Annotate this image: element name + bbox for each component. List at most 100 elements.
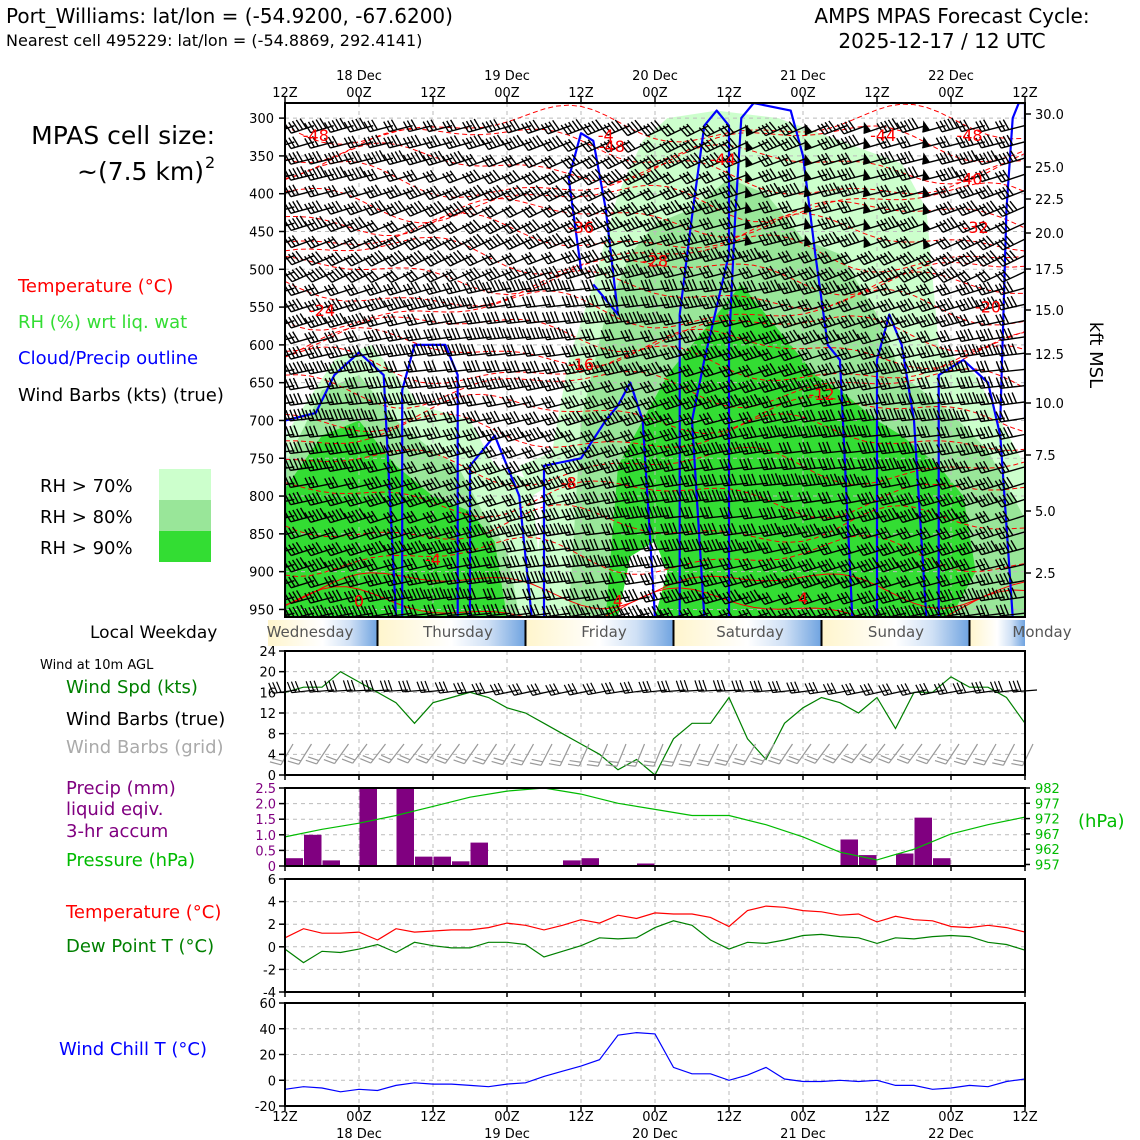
barb-feather bbox=[666, 187, 675, 198]
barb-feather bbox=[615, 263, 623, 275]
barb-feather bbox=[718, 203, 726, 214]
barb-feather bbox=[749, 248, 757, 260]
barb-feather bbox=[544, 157, 553, 167]
barb-feather bbox=[307, 284, 316, 295]
barb-feather bbox=[623, 173, 632, 184]
barb-feather bbox=[828, 135, 837, 147]
wind-barb bbox=[679, 278, 709, 293]
barb-feather bbox=[939, 255, 948, 265]
barb-feather bbox=[311, 184, 319, 196]
barb-feather bbox=[955, 223, 964, 234]
barb-feather bbox=[427, 393, 433, 405]
barb-feather bbox=[335, 217, 343, 228]
barb-feather bbox=[646, 187, 656, 198]
barb-feather bbox=[781, 268, 789, 279]
wind-barb bbox=[324, 166, 354, 182]
barb-feather bbox=[347, 136, 355, 148]
barb-feather bbox=[852, 182, 860, 193]
barb-feather bbox=[374, 297, 382, 309]
barb-feather bbox=[486, 378, 493, 390]
barb-feather bbox=[481, 224, 491, 235]
barb-feather bbox=[726, 280, 733, 292]
cross-section-panel: -48-48-4-44-44 -48-40-36 -32-28-24 -20-16-1… bbox=[249, 69, 1064, 618]
barb-feather bbox=[307, 121, 316, 132]
barb-feather bbox=[765, 154, 774, 165]
barb-feather bbox=[560, 238, 569, 249]
barb-feather bbox=[903, 283, 912, 294]
legend-cloud: Cloud/Precip outline bbox=[18, 348, 198, 369]
barb-feather bbox=[758, 252, 766, 263]
barb-feather bbox=[347, 284, 355, 295]
barb-feather bbox=[528, 267, 537, 278]
barb-feather bbox=[430, 297, 438, 309]
barb-feather bbox=[501, 240, 510, 250]
barb-feather bbox=[319, 166, 327, 177]
barb-feather bbox=[382, 257, 392, 267]
barb-feather bbox=[402, 189, 411, 200]
barb-feather bbox=[662, 173, 672, 183]
barb-feather bbox=[666, 155, 675, 166]
wind-barb bbox=[836, 231, 867, 248]
barb-feather bbox=[820, 138, 829, 149]
barb-feather bbox=[619, 126, 629, 137]
barb-feather bbox=[817, 301, 825, 312]
barb-feather bbox=[274, 409, 278, 420]
barb-feather bbox=[274, 425, 278, 436]
barb-feather bbox=[492, 235, 501, 245]
barb-feather bbox=[958, 271, 968, 282]
barb-feather bbox=[757, 156, 766, 167]
barb-feather bbox=[308, 136, 316, 148]
wind-barb-pennant bbox=[862, 152, 887, 166]
wind-barb bbox=[975, 119, 1005, 133]
barb-pennant bbox=[922, 152, 930, 165]
temperature-contour bbox=[285, 182, 1025, 224]
barb-shaft bbox=[606, 238, 630, 248]
barb-feather bbox=[769, 232, 777, 243]
barb-feather bbox=[300, 166, 307, 177]
barb-feather bbox=[726, 266, 734, 277]
wind-barb bbox=[698, 247, 729, 263]
barb-feather bbox=[426, 154, 434, 165]
barb-feather bbox=[903, 269, 912, 280]
barb-feather bbox=[573, 294, 580, 306]
barb-feather bbox=[876, 272, 885, 283]
barb-feather bbox=[982, 152, 990, 163]
barb-shaft bbox=[843, 190, 867, 198]
wind-barb bbox=[817, 200, 847, 214]
barb-feather bbox=[903, 168, 911, 179]
wind-barb bbox=[817, 231, 848, 248]
barb-feather bbox=[557, 278, 564, 290]
barb-feather bbox=[528, 120, 537, 132]
barb-feather bbox=[410, 152, 418, 163]
barb-feather bbox=[899, 220, 908, 231]
barb-feather bbox=[304, 301, 312, 313]
barb-feather bbox=[583, 174, 593, 184]
barb-feather bbox=[493, 279, 501, 291]
barb-feather bbox=[422, 284, 430, 295]
barb-feather bbox=[880, 152, 888, 164]
barb-feather bbox=[663, 234, 671, 246]
barb-feather bbox=[270, 394, 275, 405]
barb-feather bbox=[848, 233, 856, 244]
barb-feather bbox=[505, 280, 513, 292]
wind-barb bbox=[363, 281, 394, 297]
barb-feather bbox=[367, 186, 375, 198]
barb-feather bbox=[453, 185, 462, 196]
wind-barb bbox=[718, 266, 749, 280]
barb-pennant bbox=[745, 170, 753, 183]
barb-feather bbox=[793, 231, 801, 242]
barb-feather bbox=[994, 284, 1002, 295]
barb-feather bbox=[311, 235, 320, 246]
barb-feather bbox=[607, 234, 616, 245]
wind-barb bbox=[581, 294, 611, 308]
barb-feather bbox=[840, 169, 848, 180]
barb-pennant bbox=[863, 201, 871, 214]
temperature-contour bbox=[285, 534, 1025, 578]
barb-feather bbox=[777, 156, 786, 167]
barb-feather bbox=[489, 137, 497, 148]
barb-feather bbox=[643, 219, 651, 230]
temperature-contour bbox=[285, 586, 1025, 617]
barb-feather bbox=[548, 155, 557, 166]
barb-feather bbox=[935, 205, 944, 216]
barb-feather bbox=[646, 123, 656, 133]
